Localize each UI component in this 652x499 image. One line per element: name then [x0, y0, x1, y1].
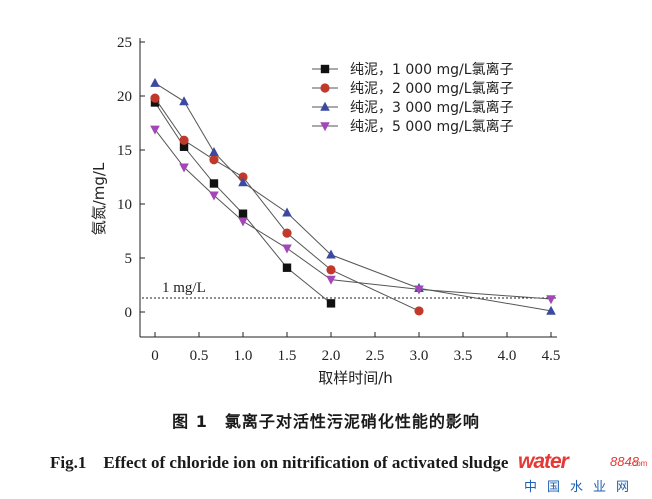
nitrification-chart: 1 mg/L 0 5 10 15 20 25 0 0.5 1.0 1.5 2.0 2.5 3.0 3.5 4… [90, 35, 560, 387]
watermark-domain-text: .com [630, 459, 648, 468]
x-tick-label: 1.0 [234, 348, 253, 364]
data-point [209, 191, 219, 201]
legend-entry: 纯泥，1 000 mg/L氯离子 [312, 61, 514, 78]
data-point [238, 217, 248, 227]
data-point [209, 146, 219, 156]
data-point [179, 135, 189, 145]
y-tick-label: 20 [117, 89, 132, 105]
data-point [282, 244, 292, 254]
x-tick-label: 2.5 [366, 348, 385, 364]
x-tick-label: 0 [151, 348, 159, 364]
watermark-number-text: 8848 [610, 454, 639, 469]
legend-entry: 纯泥，5 000 mg/L氯离子 [312, 118, 514, 135]
legend-label: 纯泥，5 000 mg/L氯离子 [350, 118, 514, 135]
series-1 [150, 98, 336, 308]
data-point [546, 305, 556, 315]
data-point [150, 77, 160, 87]
x-tick-label: 2.0 [322, 348, 341, 364]
series-line [154, 102, 332, 304]
data-point [209, 155, 219, 165]
data-point [179, 96, 189, 106]
figure-caption-chinese: 图 1 氯离子对活性污泥硝化性能的影响 [172, 412, 480, 431]
axes-group: 0 5 10 15 20 25 0 0.5 1.0 1.5 2.0 2.5 3.0 3.5 4.0 4.5 取样… [90, 35, 560, 387]
y-tick-label: 10 [117, 197, 132, 213]
data-point [209, 179, 219, 188]
data-point [282, 207, 292, 217]
data-point [150, 93, 160, 103]
figure-caption-english: Fig.1 Effect of chloride ion on nitrific… [50, 453, 509, 472]
y-tick-label: 25 [117, 35, 132, 51]
data-point [414, 285, 424, 295]
data-point [179, 163, 189, 173]
series-line [154, 129, 552, 300]
legend-marker [320, 64, 330, 74]
watermark-logo: water 8848 .com 中国水业网 [518, 450, 648, 495]
data-point [546, 295, 556, 305]
data-point [326, 275, 336, 285]
legend-marker [320, 122, 330, 132]
data-point [238, 209, 248, 218]
watermark-sub-text: 中国水业网 [524, 480, 640, 495]
legend-entry: 纯泥，3 000 mg/L氯离子 [312, 99, 514, 116]
reference-line-label: 1 mg/L [162, 280, 206, 296]
legend-marker [320, 83, 330, 93]
x-tick-label: 0.5 [190, 348, 209, 364]
data-point [282, 228, 292, 238]
x-tick-label: 1.5 [278, 348, 297, 364]
legend-marker [320, 101, 330, 111]
y-tick-label: 0 [125, 305, 133, 321]
series-3 [150, 77, 556, 315]
data-point [326, 299, 336, 308]
data-point [238, 177, 248, 187]
data-point [326, 249, 336, 259]
x-tick-label: 3.5 [454, 348, 473, 364]
series-4 [150, 125, 556, 305]
data-point [179, 142, 189, 151]
x-axis-title: 取样时间/h [318, 369, 393, 387]
y-axis-title: 氨氮/mg/L [90, 162, 108, 235]
legend-entry: 纯泥，2 000 mg/L氯离子 [312, 80, 514, 97]
data-point [282, 263, 292, 272]
x-tick-label: 4.0 [498, 348, 517, 364]
legend-label: 纯泥，1 000 mg/L氯离子 [350, 61, 514, 78]
legend-label: 纯泥，3 000 mg/L氯离子 [350, 99, 514, 116]
data-point [150, 125, 160, 135]
series-line [154, 82, 552, 312]
data-point [414, 306, 424, 316]
data-point [326, 265, 336, 275]
y-tick-label: 15 [117, 143, 132, 159]
watermark-main-text: water [518, 450, 569, 473]
x-tick-label: 4.5 [542, 348, 561, 364]
x-tick-label: 3.0 [410, 348, 429, 364]
series-group [150, 77, 556, 316]
reference-line-group: 1 mg/L [142, 280, 557, 299]
legend-label: 纯泥，2 000 mg/L氯离子 [350, 80, 514, 97]
y-tick-label: 5 [125, 251, 133, 267]
